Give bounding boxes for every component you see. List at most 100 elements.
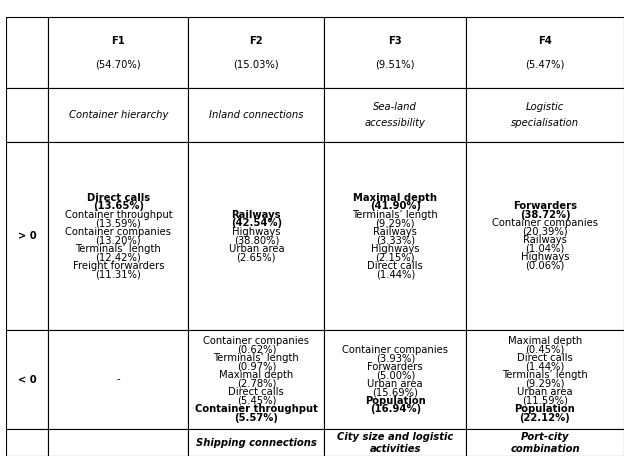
Text: specialisation: specialisation <box>511 118 579 129</box>
Text: Maximal depth: Maximal depth <box>508 336 582 346</box>
Text: Terminals’ length: Terminals’ length <box>214 353 299 363</box>
Text: Direct calls: Direct calls <box>87 193 150 203</box>
Text: Logistic: Logistic <box>526 102 564 112</box>
Text: < 0: < 0 <box>18 375 37 384</box>
Text: (5.00%): (5.00%) <box>375 370 415 380</box>
Text: Railways: Railways <box>232 210 281 220</box>
Text: Container companies: Container companies <box>342 345 449 355</box>
Bar <box>188 17 324 88</box>
Bar <box>6 17 49 88</box>
Bar <box>6 429 49 456</box>
Text: (0.97%): (0.97%) <box>237 362 276 372</box>
Bar <box>466 429 624 456</box>
Bar <box>6 142 49 330</box>
Bar <box>6 88 49 142</box>
Text: Population: Population <box>515 404 575 414</box>
Bar <box>49 330 188 429</box>
Text: > 0: > 0 <box>18 231 37 241</box>
Text: (0.62%): (0.62%) <box>237 345 276 355</box>
Bar <box>466 142 624 330</box>
Bar <box>466 330 624 429</box>
Text: (38.72%): (38.72%) <box>520 210 570 220</box>
Bar <box>188 142 324 330</box>
Text: Forwarders: Forwarders <box>513 201 577 211</box>
Text: (11.59%): (11.59%) <box>522 396 568 406</box>
Text: Shipping connections: Shipping connections <box>196 438 317 448</box>
Text: (1.44%): (1.44%) <box>375 270 415 279</box>
Text: (0.06%): (0.06%) <box>525 261 564 271</box>
Text: (2.78%): (2.78%) <box>237 379 276 389</box>
Text: F2: F2 <box>249 36 263 47</box>
Text: F4: F4 <box>538 36 552 47</box>
Text: (9.29%): (9.29%) <box>375 219 415 228</box>
Text: (41.90%): (41.90%) <box>370 201 421 211</box>
Text: Urban area: Urban area <box>517 387 573 397</box>
Text: (1.04%): (1.04%) <box>525 244 564 254</box>
Text: (20.39%): (20.39%) <box>522 227 568 237</box>
Text: Population: Population <box>365 396 426 406</box>
Text: accessibility: accessibility <box>365 118 426 129</box>
Text: Highways: Highways <box>371 244 420 254</box>
Bar <box>324 17 466 88</box>
Text: (1.44%): (1.44%) <box>525 362 564 372</box>
Text: Maximal depth: Maximal depth <box>353 193 437 203</box>
Text: Terminals’ length: Terminals’ length <box>502 370 588 380</box>
Text: (9.51%): (9.51%) <box>375 59 415 69</box>
Bar <box>188 429 324 456</box>
Text: Urban area: Urban area <box>229 244 284 254</box>
Text: (5.45%): (5.45%) <box>237 396 276 406</box>
Text: (5.47%): (5.47%) <box>525 59 564 69</box>
Text: (13.65%): (13.65%) <box>93 201 144 211</box>
Text: Railways: Railways <box>523 236 567 245</box>
Text: Container throughput: Container throughput <box>64 210 172 220</box>
Bar <box>6 330 49 429</box>
Text: Direct calls: Direct calls <box>367 261 423 271</box>
Text: F3: F3 <box>389 36 402 47</box>
Text: Container companies: Container companies <box>203 336 309 346</box>
Bar <box>466 88 624 142</box>
Bar <box>49 88 188 142</box>
Text: Forwarders: Forwarders <box>367 362 423 372</box>
Bar <box>49 17 188 88</box>
Text: Freight forwarders: Freight forwarders <box>72 261 164 271</box>
Text: (2.15%): (2.15%) <box>375 253 415 262</box>
Text: (22.12%): (22.12%) <box>520 413 570 423</box>
Bar <box>324 142 466 330</box>
Bar <box>324 429 466 456</box>
Text: (3.93%): (3.93%) <box>375 353 415 363</box>
Text: Inland connections: Inland connections <box>209 110 304 120</box>
Text: Highways: Highways <box>521 253 570 262</box>
Text: (13.59%): (13.59%) <box>96 219 141 228</box>
Text: Railways: Railways <box>374 227 417 237</box>
Text: (5.57%): (5.57%) <box>234 413 278 423</box>
Text: Urban area: Urban area <box>367 379 423 389</box>
Text: (12.42%): (12.42%) <box>96 253 141 262</box>
Text: (54.70%): (54.70%) <box>96 59 141 69</box>
Text: (16.94%): (16.94%) <box>370 404 421 414</box>
Text: Container companies: Container companies <box>66 227 171 237</box>
Text: Highways: Highways <box>232 227 280 237</box>
Bar <box>324 330 466 429</box>
Bar <box>466 17 624 88</box>
Text: (15.69%): (15.69%) <box>372 387 418 397</box>
Text: (11.31%): (11.31%) <box>96 270 141 279</box>
Text: Terminals’ length: Terminals’ length <box>76 244 161 254</box>
Text: Container companies: Container companies <box>492 219 598 228</box>
Text: -: - <box>117 375 120 384</box>
Text: Direct calls: Direct calls <box>517 353 573 363</box>
Text: Direct calls: Direct calls <box>229 387 284 397</box>
Text: F1: F1 <box>112 36 125 47</box>
Text: (2.65%): (2.65%) <box>237 253 276 262</box>
Bar <box>188 330 324 429</box>
Text: Sea-land: Sea-land <box>374 102 417 112</box>
Bar <box>49 429 188 456</box>
Text: (42.54%): (42.54%) <box>231 219 282 228</box>
Text: City size and logistic
activities: City size and logistic activities <box>337 432 454 454</box>
Text: (0.45%): (0.45%) <box>525 345 564 355</box>
Text: Container hierarchy: Container hierarchy <box>69 110 168 120</box>
Text: Port-city
combination: Port-city combination <box>510 432 580 454</box>
Bar <box>49 142 188 330</box>
Bar <box>324 88 466 142</box>
Text: Maximal depth: Maximal depth <box>219 370 294 380</box>
Text: (15.03%): (15.03%) <box>234 59 279 69</box>
